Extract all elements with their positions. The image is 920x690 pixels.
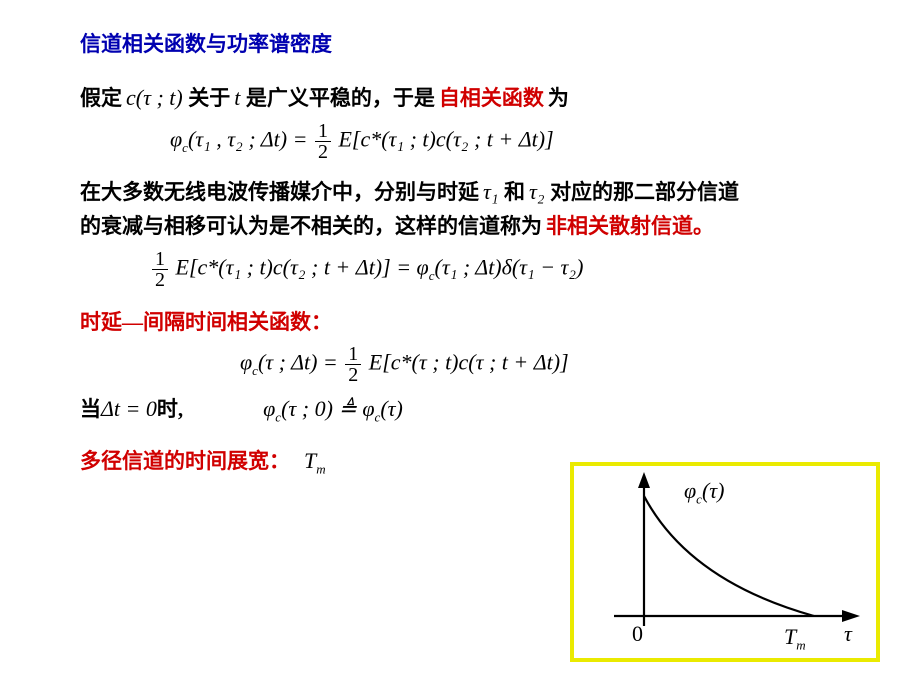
line2-c: 对应的那二部分信道 <box>550 180 739 204</box>
line3-red: 非相关散射信道。 <box>546 214 714 238</box>
line6-red: 多径信道的时间展宽： <box>80 445 290 475</box>
gTm-m: m <box>796 637 805 652</box>
line-4: 时延—间隔时间相关函数： <box>80 306 860 340</box>
tau2: τ₂ <box>529 179 550 204</box>
eq4-args2: (τ) <box>380 396 403 421</box>
gyl-phi: φ <box>684 478 696 503</box>
decay-graph: φc(τ) 0 Tm τ <box>570 462 880 662</box>
decay-curve <box>644 496 814 616</box>
line1-formula: c(τ ; t) <box>126 85 188 110</box>
eq2-rhs: (τ₁ ; Δt)δ(τ₁ − τ₂) <box>435 255 584 280</box>
line5-a: 当 <box>80 393 101 423</box>
line-2: 在大多数无线电波传播媒介中，分别与时延 τ₁ 和 τ₂ 对应的那二部分信道 <box>80 174 860 210</box>
slide-page: 信道相关函数与功率谱密度 假定 c(τ ; t) 关于 t 是广义平稳的，于是 … <box>0 0 920 690</box>
den2: 2 <box>152 270 168 290</box>
line-5: 当 Δt = 0 时, φc(τ ; 0) ≜ φc(τ) <box>80 393 860 425</box>
line1-c: 是广义平稳的，于是 <box>246 86 435 110</box>
Tm-T: T <box>304 448 316 473</box>
num3: 1 <box>345 344 361 365</box>
line1-a: 假定 <box>80 86 122 110</box>
gTm-T: T <box>784 624 796 649</box>
line3-a: 的衰减与相移可认为是不相关的，这样的信道称为 <box>80 214 542 238</box>
equation-2: 12 E[c*(τ₁ ; t)c(τ₂ ; t + Δt)] = φc(τ₁ ;… <box>150 249 860 290</box>
frac-half-2: 12 <box>152 249 168 290</box>
line5-dt: Δt = 0 <box>101 396 157 422</box>
eq3-args: (τ ; Δt) = <box>258 350 343 375</box>
page-title: 信道相关函数与功率谱密度 <box>80 28 860 62</box>
equation-3: φc(τ ; Δt) = 12 E[c*(τ ; t)c(τ ; t + Δt)… <box>240 344 860 385</box>
line1-b: 关于 <box>188 86 230 110</box>
eq4-phi1: φ <box>263 396 275 421</box>
line1-red: 自相关函数 <box>439 86 544 110</box>
num2: 1 <box>152 249 168 270</box>
eq1-eq: = <box>293 127 313 152</box>
equation-4: φc(τ ; 0) ≜ φc(τ) <box>263 396 403 425</box>
Tm: Tm <box>304 448 326 477</box>
gyl-arg: (τ) <box>702 478 725 503</box>
line1-t: t <box>234 85 246 110</box>
line2-a: 在大多数无线电波传播媒介中，分别与时延 <box>80 180 479 204</box>
line5-b: 时, <box>157 393 183 423</box>
tau1: τ₁ <box>483 179 504 204</box>
line-1: 假定 c(τ ; t) 关于 t 是广义平稳的，于是 自相关函数 为 <box>80 80 860 116</box>
eq2-lhs: E[c*(τ₁ ; t)c(τ₂ ; t + Δt)] = φ <box>170 255 429 280</box>
num1: 1 <box>315 121 331 142</box>
graph-Tm: Tm <box>784 624 806 653</box>
graph-svg <box>574 466 876 658</box>
eq1-phi: φ <box>170 127 182 152</box>
equation-1: φc(τ₁ , τ₂ ; Δt) = 12 E[c*(τ₁ ; t)c(τ₂ ;… <box>170 121 860 162</box>
eq3-phi: φ <box>240 350 252 375</box>
line-3: 的衰减与相移可认为是不相关的，这样的信道称为 非相关散射信道。 <box>80 210 860 244</box>
line2-b: 和 <box>504 180 525 204</box>
line4-red: 时延—间隔时间相关函数： <box>80 310 332 334</box>
eq1-rhs: E[c*(τ₁ ; t)c(τ₂ ; t + Δt)] <box>333 127 554 152</box>
line1-d: 为 <box>548 86 569 110</box>
Tm-m: m <box>316 462 325 477</box>
graph-ylabel: φc(τ) <box>684 478 724 507</box>
den1: 2 <box>315 142 331 162</box>
graph-tau: τ <box>844 621 852 647</box>
eq3-rhs: E[c*(τ ; t)c(τ ; t + Δt)] <box>363 350 568 375</box>
eq4-args: (τ ; 0) ≜ φ <box>281 396 374 421</box>
den3: 2 <box>345 365 361 385</box>
eq1-args: (τ₁ , τ₂ ; Δt) <box>188 127 293 152</box>
y-arrow <box>638 472 650 488</box>
frac-half-3: 12 <box>345 344 361 385</box>
frac-half-1: 12 <box>315 121 331 162</box>
graph-zero: 0 <box>632 621 643 647</box>
